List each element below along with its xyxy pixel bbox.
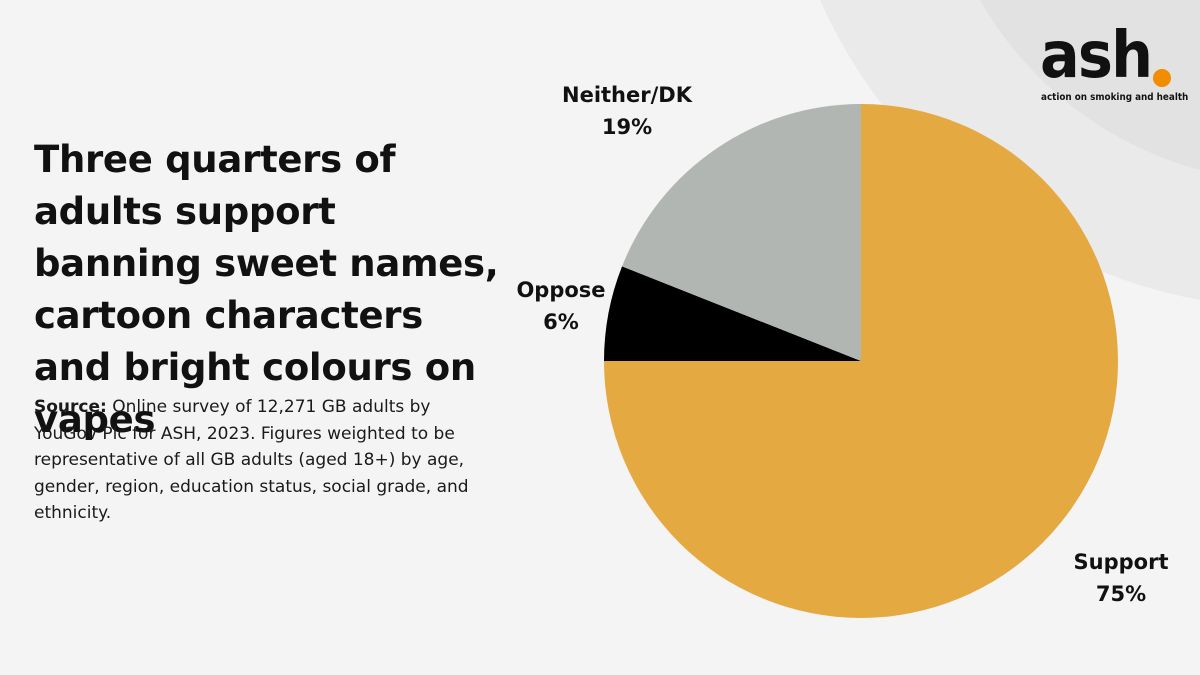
slice-value-support: 75% <box>1096 582 1146 606</box>
source-text: Online survey of 12,271 GB adults by You… <box>34 397 469 523</box>
slice-label-oppose: Oppose <box>516 278 605 302</box>
slice-value-neither-dk: 19% <box>602 115 652 139</box>
slice-label-neither-dk: Neither/DK <box>562 83 693 107</box>
logo-wordmark: ash <box>1040 19 1153 93</box>
logo-tagline: action on smoking and health <box>1041 92 1189 103</box>
ash-logo: ash action on smoking and health <box>1040 22 1188 110</box>
slice-value-oppose: 6% <box>543 310 579 334</box>
source-note: Source: Online survey of 12,271 GB adult… <box>34 394 484 527</box>
slice-label-support: Support <box>1074 550 1169 574</box>
pie-slice-oppose <box>604 266 861 361</box>
headline: Three quarters of adults support banning… <box>34 138 499 441</box>
pie-slice-neither-dk <box>622 104 861 361</box>
logo-dot <box>1153 69 1171 87</box>
source-label: Source: <box>34 397 107 417</box>
